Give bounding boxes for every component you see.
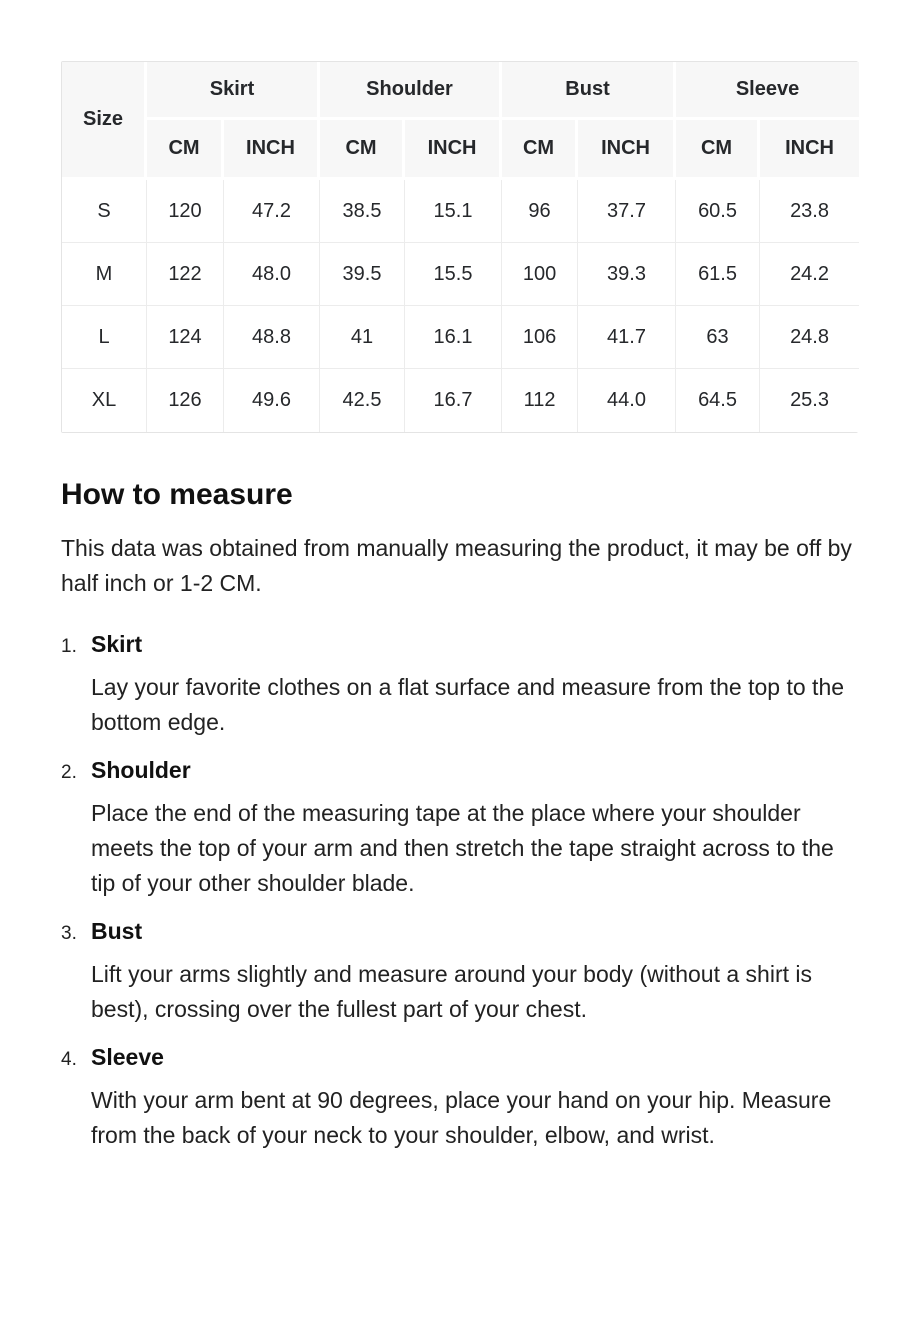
table-row: XL 126 49.6 42.5 16.7 112 44.0 64.5 25.3 (62, 369, 860, 432)
table-cell: 100 (502, 243, 579, 306)
table-cell: 96 (502, 180, 579, 243)
table-cell: 48.0 (224, 243, 320, 306)
step-number: 2. (61, 762, 77, 783)
table-cell: 106 (502, 306, 579, 369)
column-header-size: Size (62, 62, 147, 180)
step-title: Bust (91, 918, 143, 944)
measure-step-shoulder: 2. Shoulder Place the end of the measuri… (61, 755, 858, 901)
size-chart-table: Size Skirt Shoulder Bust Sleeve CM INCH … (62, 62, 860, 432)
size-chart: Size Skirt Shoulder Bust Sleeve CM INCH … (61, 61, 860, 433)
unit-header-inch: INCH (760, 120, 860, 180)
page: Size Skirt Shoulder Bust Sleeve CM INCH … (61, 61, 860, 1153)
table-cell: 16.1 (405, 306, 503, 369)
table-cell: 23.8 (760, 180, 860, 243)
table-row: S 120 47.2 38.5 15.1 96 37.7 60.5 23.8 (62, 180, 860, 243)
table-cell: 41 (320, 306, 405, 369)
table-cell: 63 (676, 306, 761, 369)
table-cell: 38.5 (320, 180, 405, 243)
table-cell: 126 (147, 369, 224, 432)
table-cell: 41.7 (578, 306, 677, 369)
size-cell: L (62, 306, 147, 369)
how-to-measure-intro: This data was obtained from manually mea… (61, 535, 852, 596)
table-cell: 61.5 (676, 243, 761, 306)
table-cell: 120 (147, 180, 224, 243)
size-cell: XL (62, 369, 147, 432)
step-number: 4. (61, 1049, 77, 1070)
step-description: Lift your arms slightly and measure arou… (91, 961, 812, 1022)
column-header-shoulder: Shoulder (320, 62, 503, 120)
step-title: Shoulder (91, 757, 191, 783)
table-cell: 112 (502, 369, 579, 432)
table-cell: 15.1 (405, 180, 503, 243)
column-header-skirt: Skirt (147, 62, 320, 120)
unit-header-inch: INCH (578, 120, 677, 180)
step-head: 2. Shoulder (61, 755, 858, 785)
table-cell: 122 (147, 243, 224, 306)
column-header-sleeve: Sleeve (676, 62, 860, 120)
table-cell: 39.3 (578, 243, 677, 306)
table-cell: 44.0 (578, 369, 677, 432)
step-description: Lay your favorite clothes on a flat surf… (91, 674, 845, 735)
step-title: Sleeve (91, 1044, 164, 1070)
size-cell: S (62, 180, 147, 243)
table-cell: 24.2 (760, 243, 860, 306)
table-cell: 49.6 (224, 369, 320, 432)
unit-header-cm: CM (147, 120, 224, 180)
measure-step-skirt: 1. Skirt Lay your favorite clothes on a … (61, 629, 858, 740)
table-cell: 64.5 (676, 369, 761, 432)
size-cell: M (62, 243, 147, 306)
table-cell: 39.5 (320, 243, 405, 306)
step-head: 4. Sleeve (61, 1042, 858, 1072)
step-head: 3. Bust (61, 916, 858, 946)
table-cell: 124 (147, 306, 224, 369)
step-number: 3. (61, 923, 77, 944)
unit-header-cm: CM (676, 120, 761, 180)
table-cell: 15.5 (405, 243, 503, 306)
table-cell: 48.8 (224, 306, 320, 369)
measure-step-bust: 3. Bust Lift your arms slightly and meas… (61, 916, 858, 1027)
table-cell: 60.5 (676, 180, 761, 243)
unit-header-inch: INCH (224, 120, 320, 180)
table-cell: 47.2 (224, 180, 320, 243)
step-head: 1. Skirt (61, 629, 858, 659)
step-description: With your arm bent at 90 degrees, place … (91, 1087, 832, 1148)
table-cell: 24.8 (760, 306, 860, 369)
step-number: 1. (61, 636, 77, 657)
column-header-bust: Bust (502, 62, 677, 120)
step-title: Skirt (91, 631, 143, 657)
table-cell: 25.3 (760, 369, 860, 432)
table-cell: 16.7 (405, 369, 503, 432)
measure-step-sleeve: 4. Sleeve With your arm bent at 90 degre… (61, 1042, 858, 1153)
step-description: Place the end of the measuring tape at t… (91, 800, 834, 896)
table-cell: 37.7 (578, 180, 677, 243)
table-row: M 122 48.0 39.5 15.5 100 39.3 61.5 24.2 (62, 243, 860, 306)
how-to-measure-title: How to measure (61, 478, 293, 511)
table-row: L 124 48.8 41 16.1 106 41.7 63 24.8 (62, 306, 860, 369)
unit-header-inch: INCH (405, 120, 503, 180)
table-cell: 42.5 (320, 369, 405, 432)
measure-steps-list: 1. Skirt Lay your favorite clothes on a … (61, 629, 858, 1153)
unit-header-cm: CM (320, 120, 405, 180)
unit-header-cm: CM (502, 120, 579, 180)
